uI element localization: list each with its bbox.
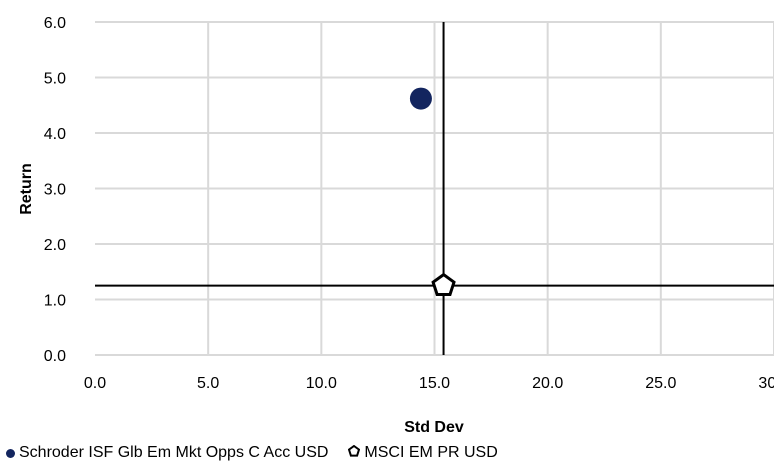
grid-lines (95, 21, 774, 356)
y-tick-label: 3.0 (44, 182, 66, 199)
x-tick-label: 5.0 (197, 375, 219, 392)
data-points (409, 87, 456, 296)
x-tick-label: 25.0 (645, 375, 676, 392)
y-tick-label: 0.0 (44, 348, 66, 365)
axis-tick-labels: 0.0 5.0 10.0 15.0 20.0 25.0 30.0 0.0 1.0 2.0 3.0 4.… (44, 15, 774, 392)
legend-item-benchmark: MSCI EM PR USD (348, 444, 498, 462)
x-tick-label: 15.0 (419, 375, 450, 392)
legend-label-benchmark: MSCI EM PR USD (364, 444, 498, 461)
y-tick-label: 1.0 (44, 293, 66, 310)
x-tick-label: 30.0 (758, 375, 774, 392)
y-tick-label: 4.0 (44, 126, 66, 143)
x-axis-title: Std Dev (404, 419, 464, 436)
x-tick-label: 20.0 (532, 375, 563, 392)
y-tick-label: 2.0 (44, 237, 66, 254)
legend-label-fund: Schroder ISF Glb Em Mkt Opps C Acc USD (19, 444, 329, 461)
x-tick-label: 10.0 (306, 375, 337, 392)
fund-data-point (409, 87, 432, 110)
benchmark-data-point (431, 272, 456, 296)
pentagon-marker-icon (348, 444, 361, 462)
x-tick-label: 0.0 (84, 375, 106, 392)
chart-legend: Schroder ISF Glb Em Mkt Opps C Acc USD M… (6, 444, 518, 462)
y-tick-label: 6.0 (44, 15, 66, 32)
y-tick-label: 5.0 (44, 71, 66, 88)
y-axis-title: Return (18, 163, 35, 215)
legend-item-fund: Schroder ISF Glb Em Mkt Opps C Acc USD (6, 444, 328, 462)
circle-marker-icon (6, 448, 15, 458)
